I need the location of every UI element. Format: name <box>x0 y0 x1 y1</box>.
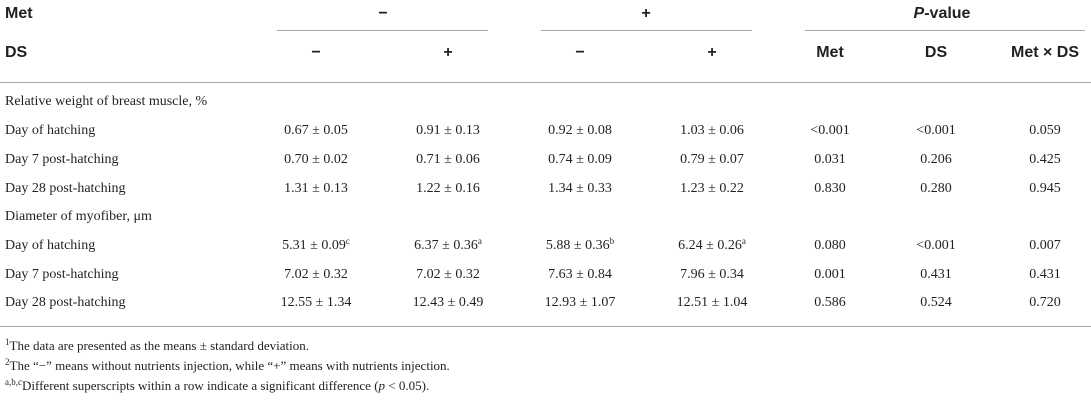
table-cell: 1.22 ± 0.16 <box>416 181 480 196</box>
header-rule-met-plus <box>541 30 752 31</box>
cell-superscript: a <box>741 236 746 246</box>
table-cell: 6.24 ± 0.26a <box>678 237 746 255</box>
row-label: Day 7 post-hatching <box>5 152 119 167</box>
footnote-2-text: The “−” means without nutrients injectio… <box>9 358 450 373</box>
header-p-ds: DS <box>924 44 948 61</box>
table-cell: 1.34 ± 0.33 <box>548 181 612 196</box>
header-ds-plus-1: + <box>443 44 453 61</box>
header-ds-label: DS <box>5 44 28 61</box>
cell-superscript: a <box>477 236 482 246</box>
header-rule-met-minus <box>277 30 488 31</box>
footnote-1-text: The data are presented as the means ± st… <box>9 338 310 353</box>
row-label: Day of hatching <box>5 123 96 138</box>
header-ds-plus-2: + <box>707 44 717 61</box>
header-p-met: Met <box>816 44 844 61</box>
p-met-cell: 0.830 <box>814 181 846 196</box>
footnote-3-marker: a,b,c <box>5 377 22 387</box>
footnote-3-p: p <box>378 378 386 393</box>
table-cell: 1.03 ± 0.06 <box>680 123 744 138</box>
table-cell: 0.91 ± 0.13 <box>416 123 480 138</box>
cell-value: 6.37 ± 0.36 <box>414 238 478 253</box>
header-p-interaction: Met × DS <box>1010 44 1080 61</box>
table-cell: 7.63 ± 0.84 <box>548 267 612 282</box>
row-label: Day 7 post-hatching <box>5 267 119 282</box>
header-pvalue: P-value <box>914 4 971 24</box>
p-interaction-cell: 0.425 <box>1029 152 1061 167</box>
table-cell: 12.55 ± 1.34 <box>280 295 352 310</box>
table-cell: 12.43 ± 0.49 <box>412 295 484 310</box>
p-ds-cell: 0.280 <box>920 181 952 196</box>
table-bottom-rule <box>0 326 1091 327</box>
p-interaction-cell: 0.431 <box>1029 267 1061 282</box>
p-met-cell: 0.080 <box>814 238 846 253</box>
p-interaction-cell: 0.720 <box>1029 295 1061 310</box>
table-cell: 0.71 ± 0.06 <box>416 152 480 167</box>
footnote-1-marker: 1 <box>5 337 10 347</box>
header-ds-minus-2: − <box>575 44 585 61</box>
footnote-2-marker: 2 <box>5 357 10 367</box>
cell-superscript: c <box>345 236 350 246</box>
table-cell: 0.70 ± 0.02 <box>284 152 348 167</box>
table-cell: 0.74 ± 0.09 <box>548 152 612 167</box>
table-cell: 7.96 ± 0.34 <box>680 267 744 282</box>
table-cell: 7.02 ± 0.32 <box>416 267 480 282</box>
p-met-cell: 0.031 <box>814 152 846 167</box>
table-cell: 12.51 ± 1.04 <box>676 295 748 310</box>
table-cell: 0.67 ± 0.05 <box>284 123 348 138</box>
header-met-plus: + <box>641 5 651 22</box>
p-interaction-cell: 0.007 <box>1029 238 1061 253</box>
table-cell: 1.31 ± 0.13 <box>284 181 348 196</box>
header-met-label: Met <box>5 5 33 22</box>
header-met-minus: − <box>378 5 388 22</box>
table-cell: 1.23 ± 0.22 <box>680 181 744 196</box>
pvalue-suffix: -value <box>924 5 971 22</box>
p-ds-cell: <0.001 <box>916 238 956 253</box>
section-title-breast-muscle: Relative weight of breast muscle, % <box>5 94 208 109</box>
p-met-cell: 0.001 <box>814 267 846 282</box>
cell-value: 5.31 ± 0.09 <box>282 238 346 253</box>
row-label: Day of hatching <box>5 238 96 253</box>
header-ds-minus-1: − <box>311 44 321 61</box>
footnote-3-text-a: Different superscripts within a row indi… <box>22 378 379 393</box>
p-ds-cell: 0.431 <box>920 267 952 282</box>
footnote-3: a,b,cDifferent superscripts within a row… <box>5 378 429 394</box>
p-met-cell: <0.001 <box>810 123 850 138</box>
row-label: Day 28 post-hatching <box>5 295 126 310</box>
cell-value: 6.24 ± 0.26 <box>678 238 742 253</box>
p-met-cell: 0.586 <box>814 295 846 310</box>
row-label: Day 28 post-hatching <box>5 181 126 196</box>
table-cell: 12.93 ± 1.07 <box>544 295 616 310</box>
table-cell: 5.31 ± 0.09c <box>282 237 350 255</box>
table-cell: 7.02 ± 0.32 <box>284 267 348 282</box>
p-ds-cell: <0.001 <box>916 123 956 138</box>
header-rule-pvalue <box>805 30 1085 31</box>
table-cell: 5.88 ± 0.36b <box>546 237 614 255</box>
pvalue-p: P <box>913 5 925 22</box>
p-ds-cell: 0.206 <box>920 152 952 167</box>
table-cell: 6.37 ± 0.36a <box>414 237 482 255</box>
section-title-myofiber: Diameter of myofiber, μm <box>5 209 152 224</box>
table-cell: 0.79 ± 0.07 <box>680 152 744 167</box>
cell-value: 5.88 ± 0.36 <box>545 238 610 253</box>
header-bottom-rule <box>0 82 1091 83</box>
footnote-2: 2The “−” means without nutrients injecti… <box>5 358 450 374</box>
table-cell: 0.92 ± 0.08 <box>548 123 612 138</box>
p-interaction-cell: 0.945 <box>1029 181 1061 196</box>
footnote-1: 1The data are presented as the means ± s… <box>5 338 309 354</box>
p-ds-cell: 0.524 <box>920 295 952 310</box>
cell-superscript: b <box>609 236 615 246</box>
p-interaction-cell: 0.059 <box>1029 123 1061 138</box>
footnote-3-text-b: < 0.05). <box>385 378 430 393</box>
